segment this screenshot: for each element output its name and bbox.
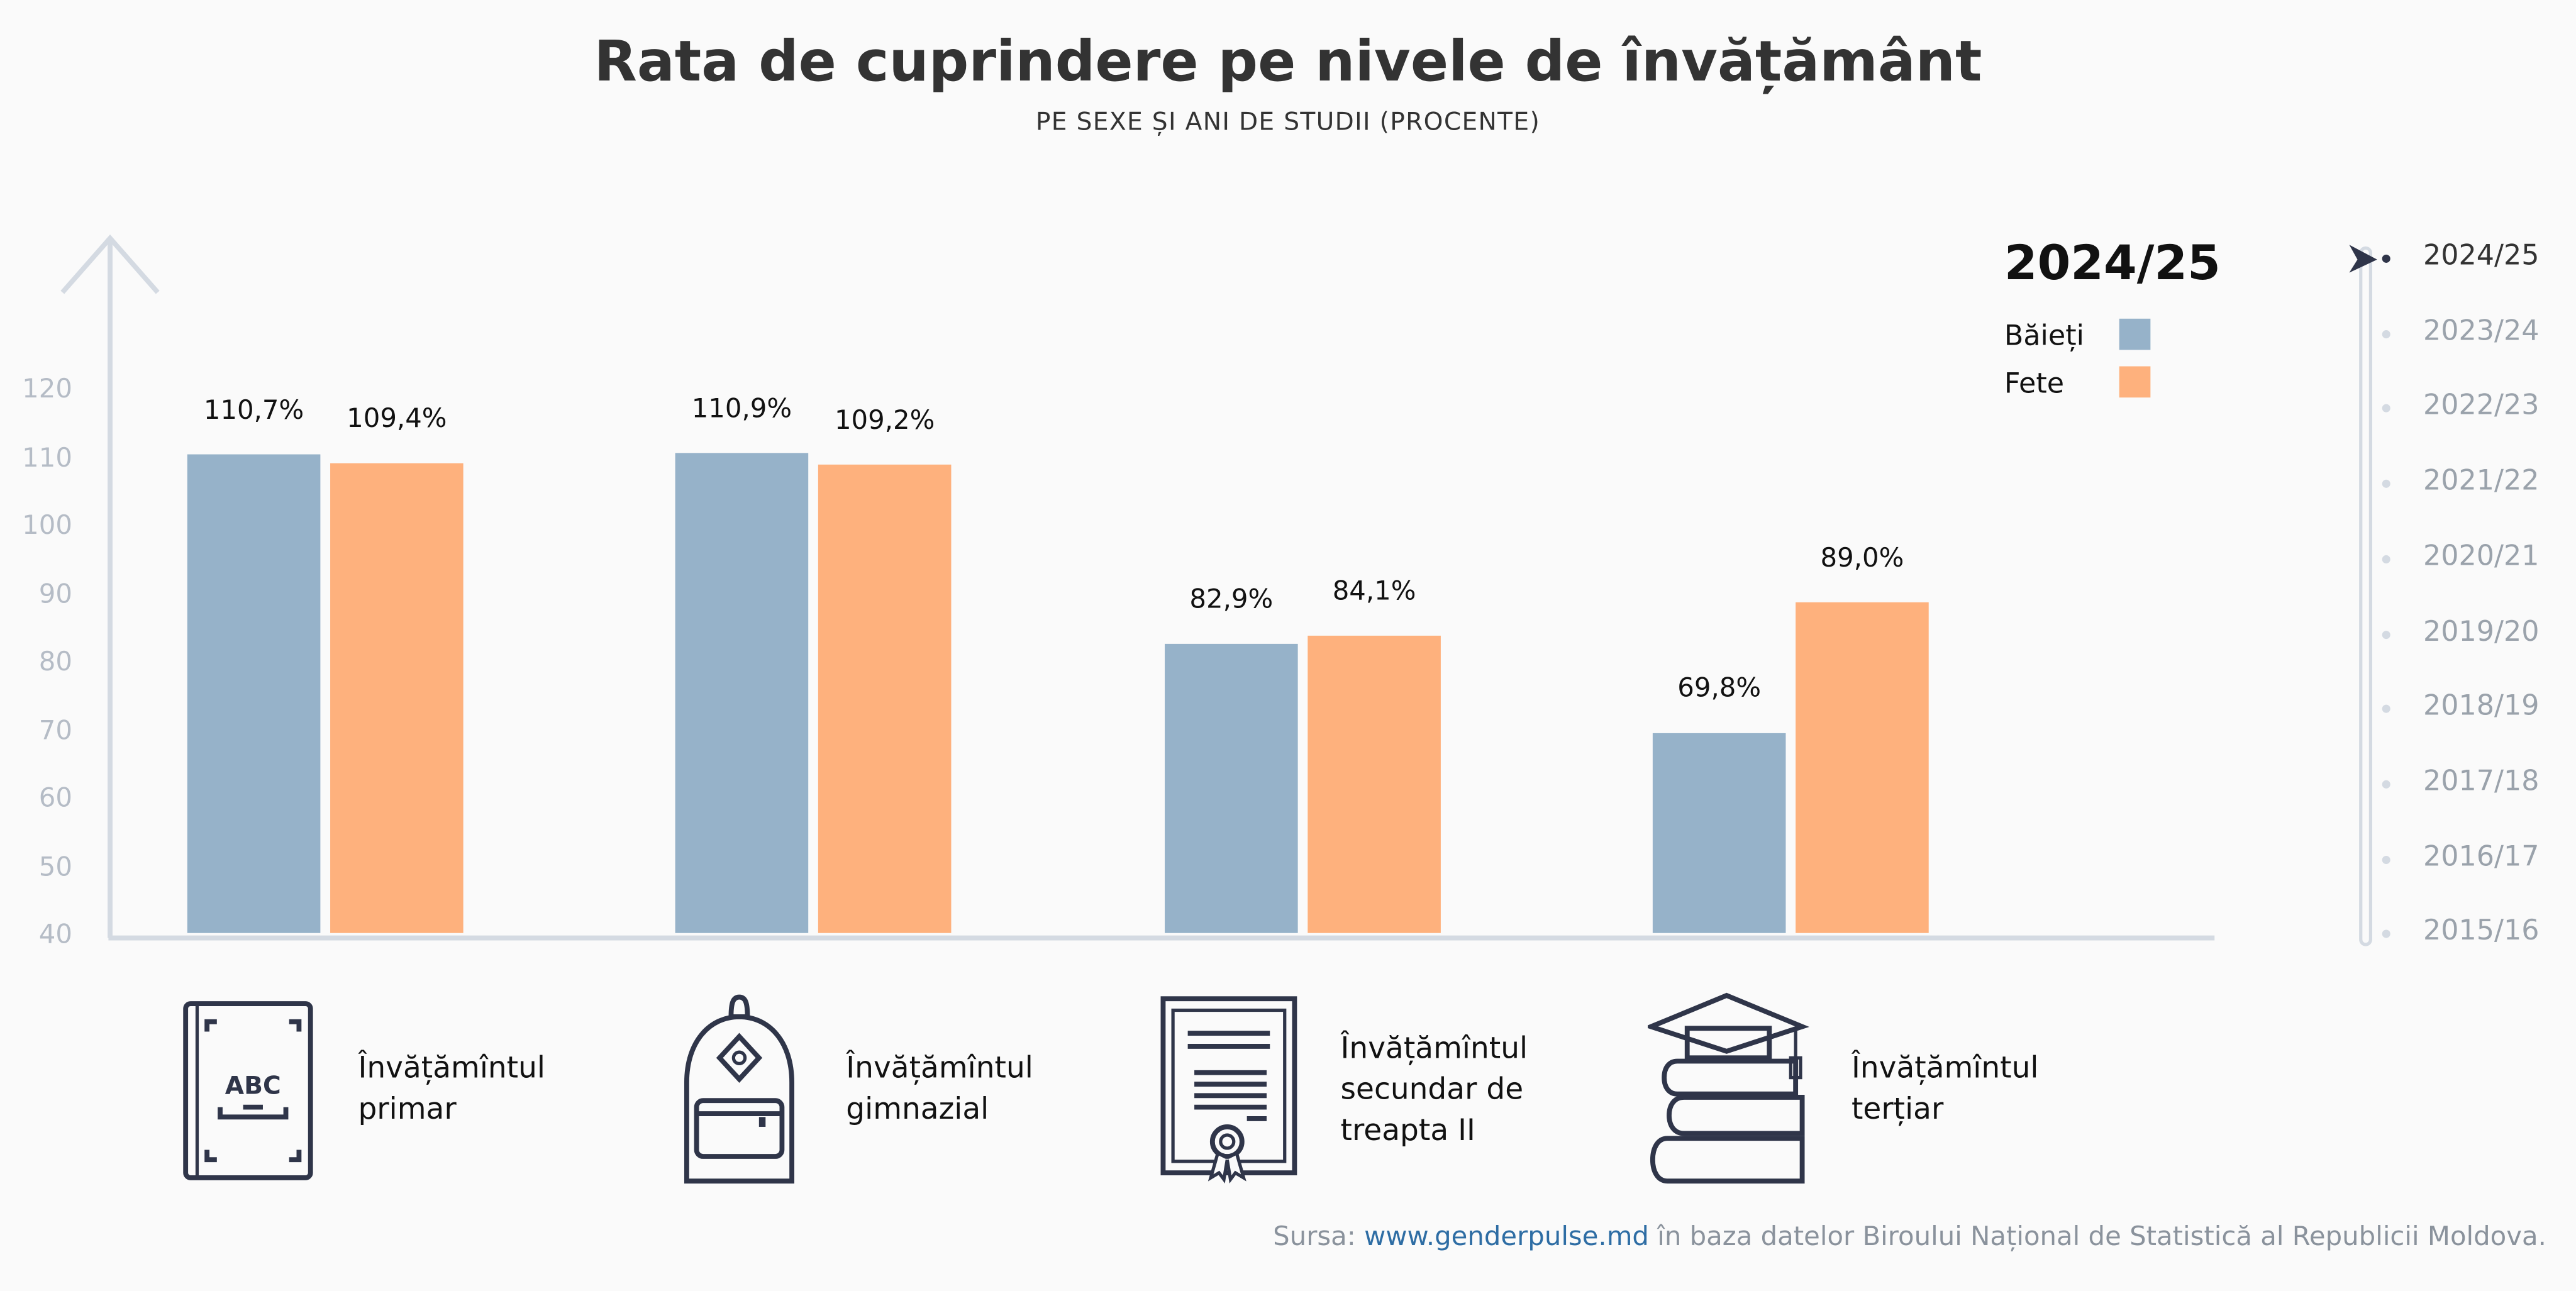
timeline-dot[interactable]: [2382, 555, 2390, 563]
category-label-line: treapta II: [1340, 1114, 1475, 1148]
legend-label-fete: Fete: [2004, 368, 2065, 401]
diploma-icon: [1160, 996, 1297, 1184]
data-label: 109,2%: [834, 404, 935, 435]
bar-fete-0: [330, 463, 464, 933]
source-link[interactable]: www.genderpulse.md: [1364, 1220, 1649, 1252]
play-arrow-icon[interactable]: [2346, 243, 2379, 276]
legend-swatch-baieti: [2119, 318, 2151, 350]
abc-book-icon: ABC: [183, 1001, 313, 1180]
timeline-dot[interactable]: [2382, 404, 2390, 413]
y-tick-label: 90: [38, 577, 72, 609]
data-label: 89,0%: [1820, 541, 1904, 573]
timeline-year-label[interactable]: 2024/25: [2423, 240, 2540, 273]
category-label: Învățămîntul terțiar: [1852, 1048, 2039, 1131]
timeline-dot[interactable]: [2382, 629, 2390, 638]
books-graduation-cap-icon: [1648, 992, 1809, 1184]
category-label-line: secundar de: [1340, 1072, 1524, 1107]
y-tick-label: 70: [38, 714, 72, 745]
timeline-year-label[interactable]: 2021/22: [2423, 465, 2540, 498]
timeline-year-label[interactable]: 2020/21: [2423, 540, 2540, 573]
source-suffix: în baza datelor Biroului Național de Sta…: [1648, 1220, 2546, 1252]
timeline-dot[interactable]: [2382, 480, 2390, 489]
bar-baieti-0: [187, 454, 321, 933]
timeline-year-label[interactable]: 2015/16: [2423, 915, 2540, 949]
data-label: 69,8%: [1677, 672, 1762, 704]
data-label: 82,9%: [1189, 583, 1274, 614]
legend-label-baieti: Băieți: [2004, 320, 2084, 353]
category-label-line: Învățămîntul: [846, 1051, 1033, 1086]
bar-baieti-1: [675, 453, 809, 933]
legend-swatch-fete: [2119, 366, 2151, 398]
timeline-year-label[interactable]: 2023/24: [2423, 314, 2540, 348]
backpack-icon: [684, 994, 794, 1184]
timeline-year-label[interactable]: 2018/19: [2423, 690, 2540, 723]
timeline-year-label[interactable]: 2016/17: [2423, 840, 2540, 873]
category-label-line: gimnazial: [846, 1092, 989, 1127]
y-tick-label: 50: [38, 850, 72, 882]
category-label: Învățămîntul gimnazial: [846, 1048, 1033, 1131]
data-label: 109,4%: [347, 402, 447, 434]
y-tick-label: 80: [38, 645, 72, 677]
category-label-line: Învățămîntul: [358, 1051, 546, 1086]
bar-fete-1: [818, 464, 952, 933]
timeline-dot[interactable]: [2382, 855, 2390, 863]
timeline-dot[interactable]: [2382, 330, 2390, 338]
timeline-year-label[interactable]: 2022/23: [2423, 390, 2540, 423]
category-label-line: Învățămîntul: [1851, 1051, 2039, 1086]
category-label: Învățămîntul primar: [358, 1048, 545, 1131]
category-label-line: Învățămîntul: [1340, 1031, 1528, 1067]
data-label: 110,9%: [691, 392, 792, 424]
bar-fete-3: [1796, 602, 1929, 933]
timeline-dot[interactable]: [2382, 930, 2390, 939]
y-tick-label: 100: [22, 509, 72, 541]
timeline-dot[interactable]: [2382, 705, 2390, 714]
source-prefix: Sursa:: [1273, 1220, 1365, 1252]
category-label-line: primar: [358, 1092, 457, 1127]
legend-year: 2024/25: [2004, 235, 2221, 291]
bar-fete-2: [1307, 635, 1441, 933]
timeline-dot[interactable]: [2382, 780, 2390, 789]
svg-text:ABC: ABC: [225, 1072, 281, 1100]
y-axis-arrow: [60, 234, 160, 294]
timeline-dot[interactable]: [2382, 254, 2390, 263]
category-label-line: terțiar: [1851, 1092, 1944, 1127]
y-tick-label: 110: [22, 441, 72, 473]
category-label: Învățămîntul secundar de treapta II: [1341, 1028, 1528, 1151]
bar-baieti-2: [1165, 643, 1298, 933]
chart-title: Rata de cuprindere pe nivele de învățămâ…: [594, 30, 1982, 96]
data-label: 84,1%: [1332, 575, 1416, 606]
y-tick-label: 40: [38, 918, 72, 950]
timeline-year-label[interactable]: 2019/20: [2423, 615, 2540, 648]
timeline-track[interactable]: [2359, 246, 2373, 946]
data-label: 110,7%: [203, 393, 304, 425]
y-tick-label: 120: [22, 372, 72, 404]
bar-baieti-3: [1652, 733, 1786, 933]
y-tick-label: 60: [38, 782, 72, 814]
timeline-year-label[interactable]: 2017/18: [2423, 765, 2540, 799]
chart-subtitle: PE SEXE ȘI ANI DE STUDII (PROCENTE): [1035, 106, 1541, 136]
source-note: Sursa: www.genderpulse.md în baza datelo…: [1273, 1221, 2546, 1252]
